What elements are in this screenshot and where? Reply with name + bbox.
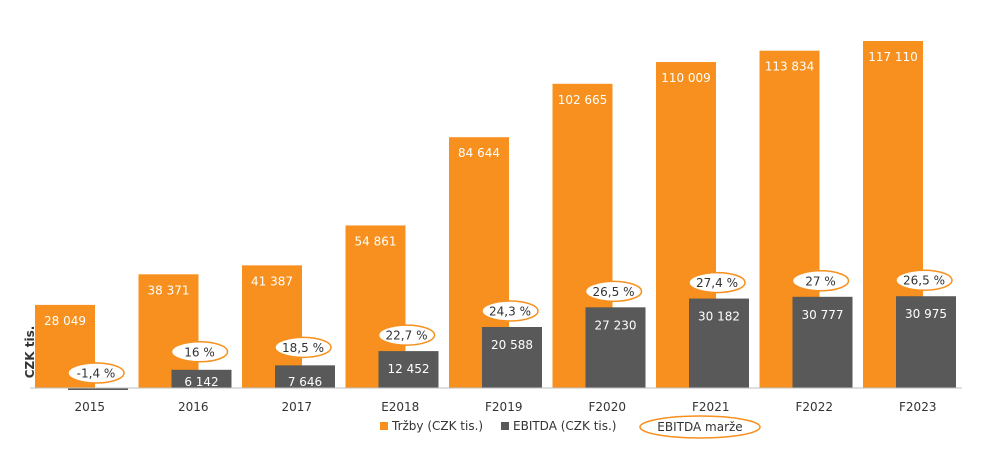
ebitda-bar	[585, 307, 646, 388]
margin-oval	[274, 336, 332, 359]
ebitda-bar	[378, 351, 439, 388]
revenue-data-label: 28 049	[44, 314, 86, 328]
revenue-data-label: 113 834	[765, 60, 815, 74]
ebitda-data-label: 12 452	[388, 362, 430, 376]
legend-label-revenue: Tržby (CZK tis.)	[391, 419, 483, 433]
margin-oval	[895, 269, 953, 291]
revenue-data-label: 38 371	[148, 283, 190, 297]
margin-oval	[170, 341, 229, 363]
ebitda-bar	[275, 365, 335, 388]
margin-label: 26,5 %	[903, 274, 945, 288]
x-tick-label: 2015	[74, 400, 105, 414]
x-tick-label: F2022	[796, 400, 833, 414]
ebitda-bar	[482, 326, 542, 388]
ebitda-data-label: 30 182	[698, 310, 740, 324]
ebitda-data-label: 6 142	[184, 375, 218, 389]
legend-swatch-ebitda	[501, 422, 509, 430]
legend-label-margin: EBITDA marže	[657, 420, 742, 434]
margin-label: 27,4 %	[696, 276, 738, 290]
y-axis-label: CZK tis.	[23, 326, 37, 379]
x-tick-label: F2020	[589, 400, 626, 414]
ebitda-data-label: 7 646	[288, 375, 322, 389]
revenue-data-label: 84 644	[458, 146, 500, 160]
margin-label: 16 %	[184, 345, 215, 359]
revenue-data-label: 41 387	[251, 274, 293, 288]
revenue-data-label: 102 665	[558, 93, 608, 107]
revenue-data-label: 117 110	[868, 50, 918, 64]
x-tick-label: 2016	[178, 400, 209, 414]
revenue-bar	[138, 274, 199, 388]
x-tick-label: E2018	[381, 400, 419, 414]
x-tick-label: F2021	[692, 400, 729, 414]
ebitda-bar	[896, 296, 956, 388]
ebitda-bar	[68, 388, 128, 390]
ebitda-data-label: 30 777	[802, 308, 844, 322]
margin-oval	[791, 270, 850, 292]
legend-label-ebitda: EBITDA (CZK tis.)	[513, 419, 617, 433]
margin-label: 22,7 %	[386, 329, 428, 343]
revenue-data-label: 54 861	[355, 234, 397, 248]
ebitda-data-label: 30 975	[905, 307, 947, 321]
x-tick-label: F2019	[485, 400, 522, 414]
revenue-data-label: 110 009	[661, 71, 711, 85]
x-tick-label: 2017	[281, 400, 312, 414]
margin-oval	[584, 280, 643, 303]
margin-oval	[377, 324, 436, 346]
legend-oval-margin	[639, 415, 761, 439]
ebitda-data-label: 27 230	[595, 318, 637, 332]
ebitda-data-label: 20 588	[491, 338, 533, 352]
ebitda-bar	[171, 369, 232, 388]
ebitda-bar	[689, 298, 749, 388]
margin-oval	[67, 362, 125, 384]
ebitda-bar	[792, 296, 853, 388]
margin-oval	[688, 271, 746, 294]
margin-label: 24,3 %	[489, 304, 531, 318]
margin-label: 18,5 %	[282, 341, 324, 355]
margin-oval	[481, 300, 539, 322]
legend-swatch-revenue	[380, 422, 388, 430]
margin-label: 26,5 %	[593, 285, 635, 299]
margin-label: 27 %	[805, 274, 836, 288]
x-tick-label: F2023	[899, 400, 936, 414]
margin-label: -1,4 %	[77, 367, 116, 381]
